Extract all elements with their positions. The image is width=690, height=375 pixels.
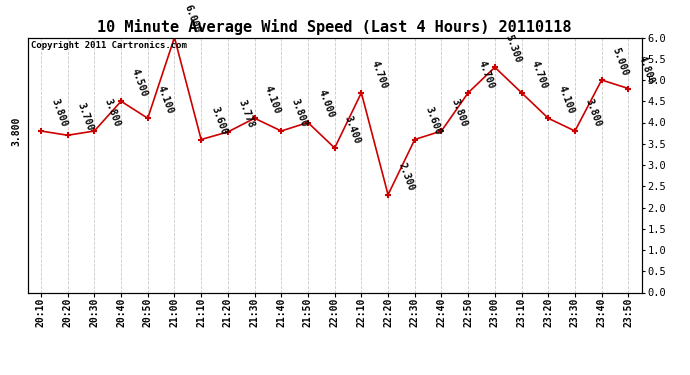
Text: 3.600: 3.600 (210, 106, 229, 137)
Text: Copyright 2011 Cartronics.com: Copyright 2011 Cartronics.com (30, 41, 186, 50)
Text: 4.100: 4.100 (263, 84, 282, 116)
Text: 3.800: 3.800 (103, 97, 122, 128)
Text: 4.700: 4.700 (530, 59, 549, 90)
Text: 3.700: 3.700 (76, 102, 95, 132)
Text: 5.300: 5.300 (503, 33, 522, 64)
Text: 4.700: 4.700 (477, 59, 496, 90)
Text: 3.778: 3.778 (236, 98, 255, 129)
Text: 3.400: 3.400 (343, 114, 362, 145)
Text: 4.500: 4.500 (130, 68, 149, 99)
Text: 4.800: 4.800 (637, 55, 656, 86)
Text: 4.700: 4.700 (370, 59, 389, 90)
Text: 3.800: 3.800 (290, 97, 309, 128)
Text: 4.000: 4.000 (316, 89, 336, 120)
Text: 5.000: 5.000 (610, 46, 629, 77)
Text: 2.300: 2.300 (396, 161, 416, 192)
Text: 3.800: 3.800 (49, 97, 69, 128)
Text: 3.600: 3.600 (423, 106, 442, 137)
Text: 4.100: 4.100 (156, 84, 175, 116)
Text: 4.100: 4.100 (557, 84, 576, 116)
Text: 3.800: 3.800 (450, 97, 469, 128)
Text: 3.800: 3.800 (12, 116, 21, 146)
Title: 10 Minute Average Wind Speed (Last 4 Hours) 20110118: 10 Minute Average Wind Speed (Last 4 Hou… (97, 19, 572, 35)
Text: 6.000: 6.000 (183, 4, 202, 35)
Text: 3.800: 3.800 (583, 97, 603, 128)
